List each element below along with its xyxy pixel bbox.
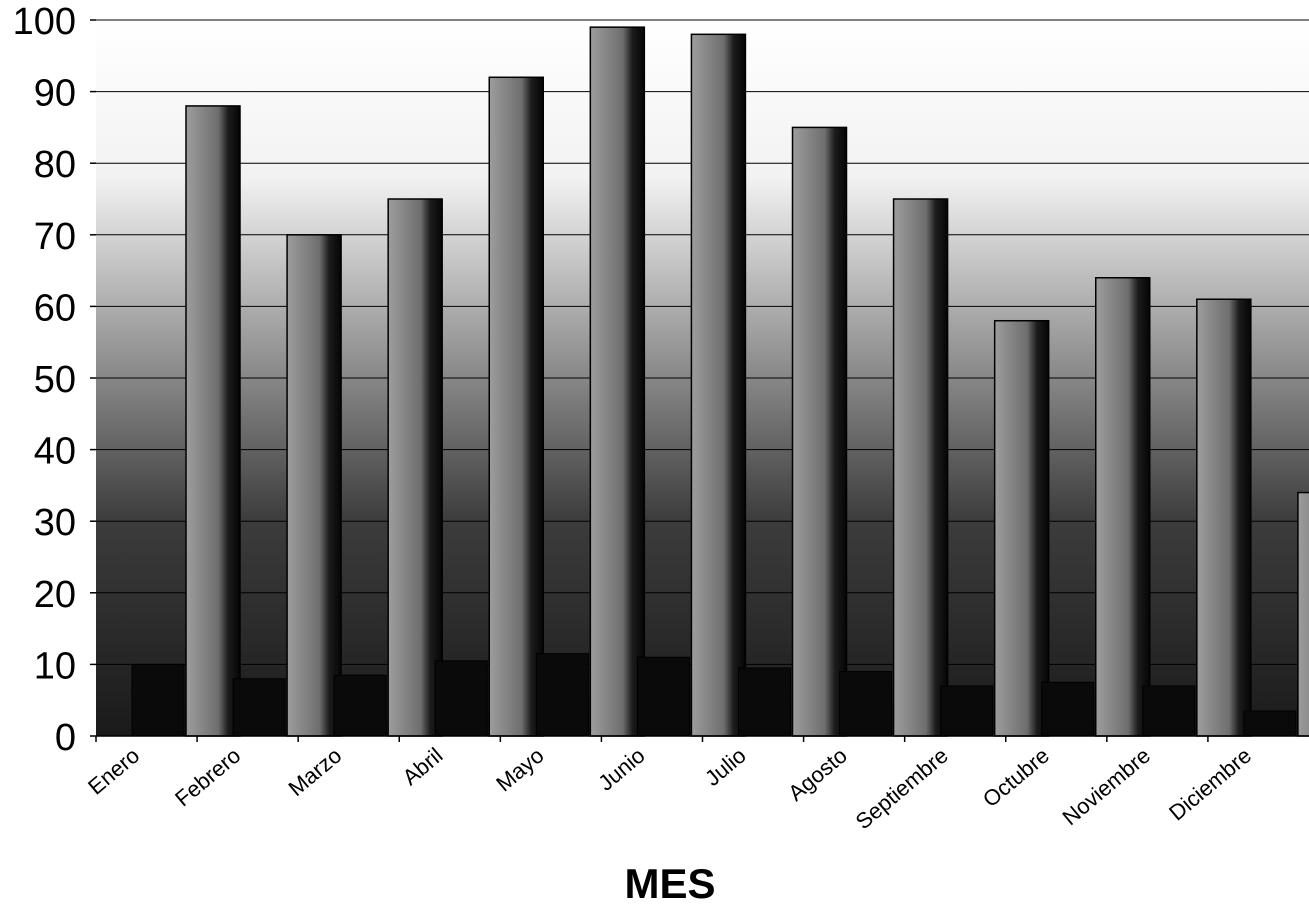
y-tick-label: 30 (34, 502, 76, 544)
y-tick-label: 40 (34, 431, 76, 473)
bar-series-2 (1196, 298, 1252, 737)
x-tick-label: Diciembre (1164, 743, 1256, 826)
bar-series-1 (131, 663, 185, 737)
bar-series-2 (690, 33, 747, 737)
y-tick-label: 70 (34, 216, 76, 258)
bar-series-1 (839, 671, 893, 737)
bar-series-2 (993, 319, 1050, 737)
y-axis-ticks: 0 10 20 30 40 50 60 70 80 90 100 (13, 1, 96, 759)
bar-series-2 (1297, 491, 1309, 737)
x-tick-label: Junio (593, 743, 649, 796)
x-tick-label: Enero (83, 743, 144, 800)
bars (131, 26, 1309, 737)
y-tick-label: 0 (55, 717, 76, 759)
x-tick-label: Febrero (170, 743, 245, 812)
bar-series-2 (1095, 277, 1151, 737)
bar-series-2 (791, 126, 848, 737)
bar-series-2 (185, 105, 241, 737)
y-tick-label: 10 (34, 645, 76, 687)
bar-series-1 (434, 660, 488, 737)
x-tick-label: Marzo (283, 743, 346, 801)
bar-series-1 (1142, 685, 1196, 737)
bar-series-1 (738, 667, 791, 737)
y-tick-label: 100 (13, 1, 76, 43)
x-tick-label: Agosto (783, 743, 852, 806)
page-number: 54 (0, 820, 4, 838)
y-tick-label: 60 (34, 287, 76, 329)
y-tick-label: 20 (34, 574, 76, 616)
bar-series-2 (286, 234, 342, 737)
bar-series-1 (940, 685, 994, 737)
bar-series-1 (535, 653, 589, 737)
x-tick-label: Mayo (491, 743, 548, 797)
y-tick-label: 80 (34, 144, 76, 186)
y-tick-label: 50 (34, 359, 76, 401)
bar-series-1 (636, 656, 690, 737)
y-tick-label: 90 (34, 73, 76, 115)
bar-series-2 (892, 198, 949, 737)
bar-series-1 (333, 674, 387, 737)
x-tick-label: Septiembre (851, 743, 953, 834)
bar-series-1 (1041, 681, 1095, 737)
x-tick-label: Julio (700, 743, 751, 791)
bar-series-2 (589, 26, 646, 737)
bar-series-2 (488, 76, 544, 737)
x-axis-ticks: Enero Febrero Marzo Abril Mayo Junio Julio Agos… (83, 736, 1256, 834)
bar-series-2 (387, 198, 443, 737)
bar-series-1 (1243, 710, 1297, 737)
x-tick-label: Noviembre (1057, 743, 1155, 831)
bar-series-1 (232, 678, 286, 737)
x-tick-label: Octubre (978, 743, 1054, 812)
x-tick-label: Abril (398, 743, 448, 790)
x-axis-title: MES (624, 860, 715, 903)
